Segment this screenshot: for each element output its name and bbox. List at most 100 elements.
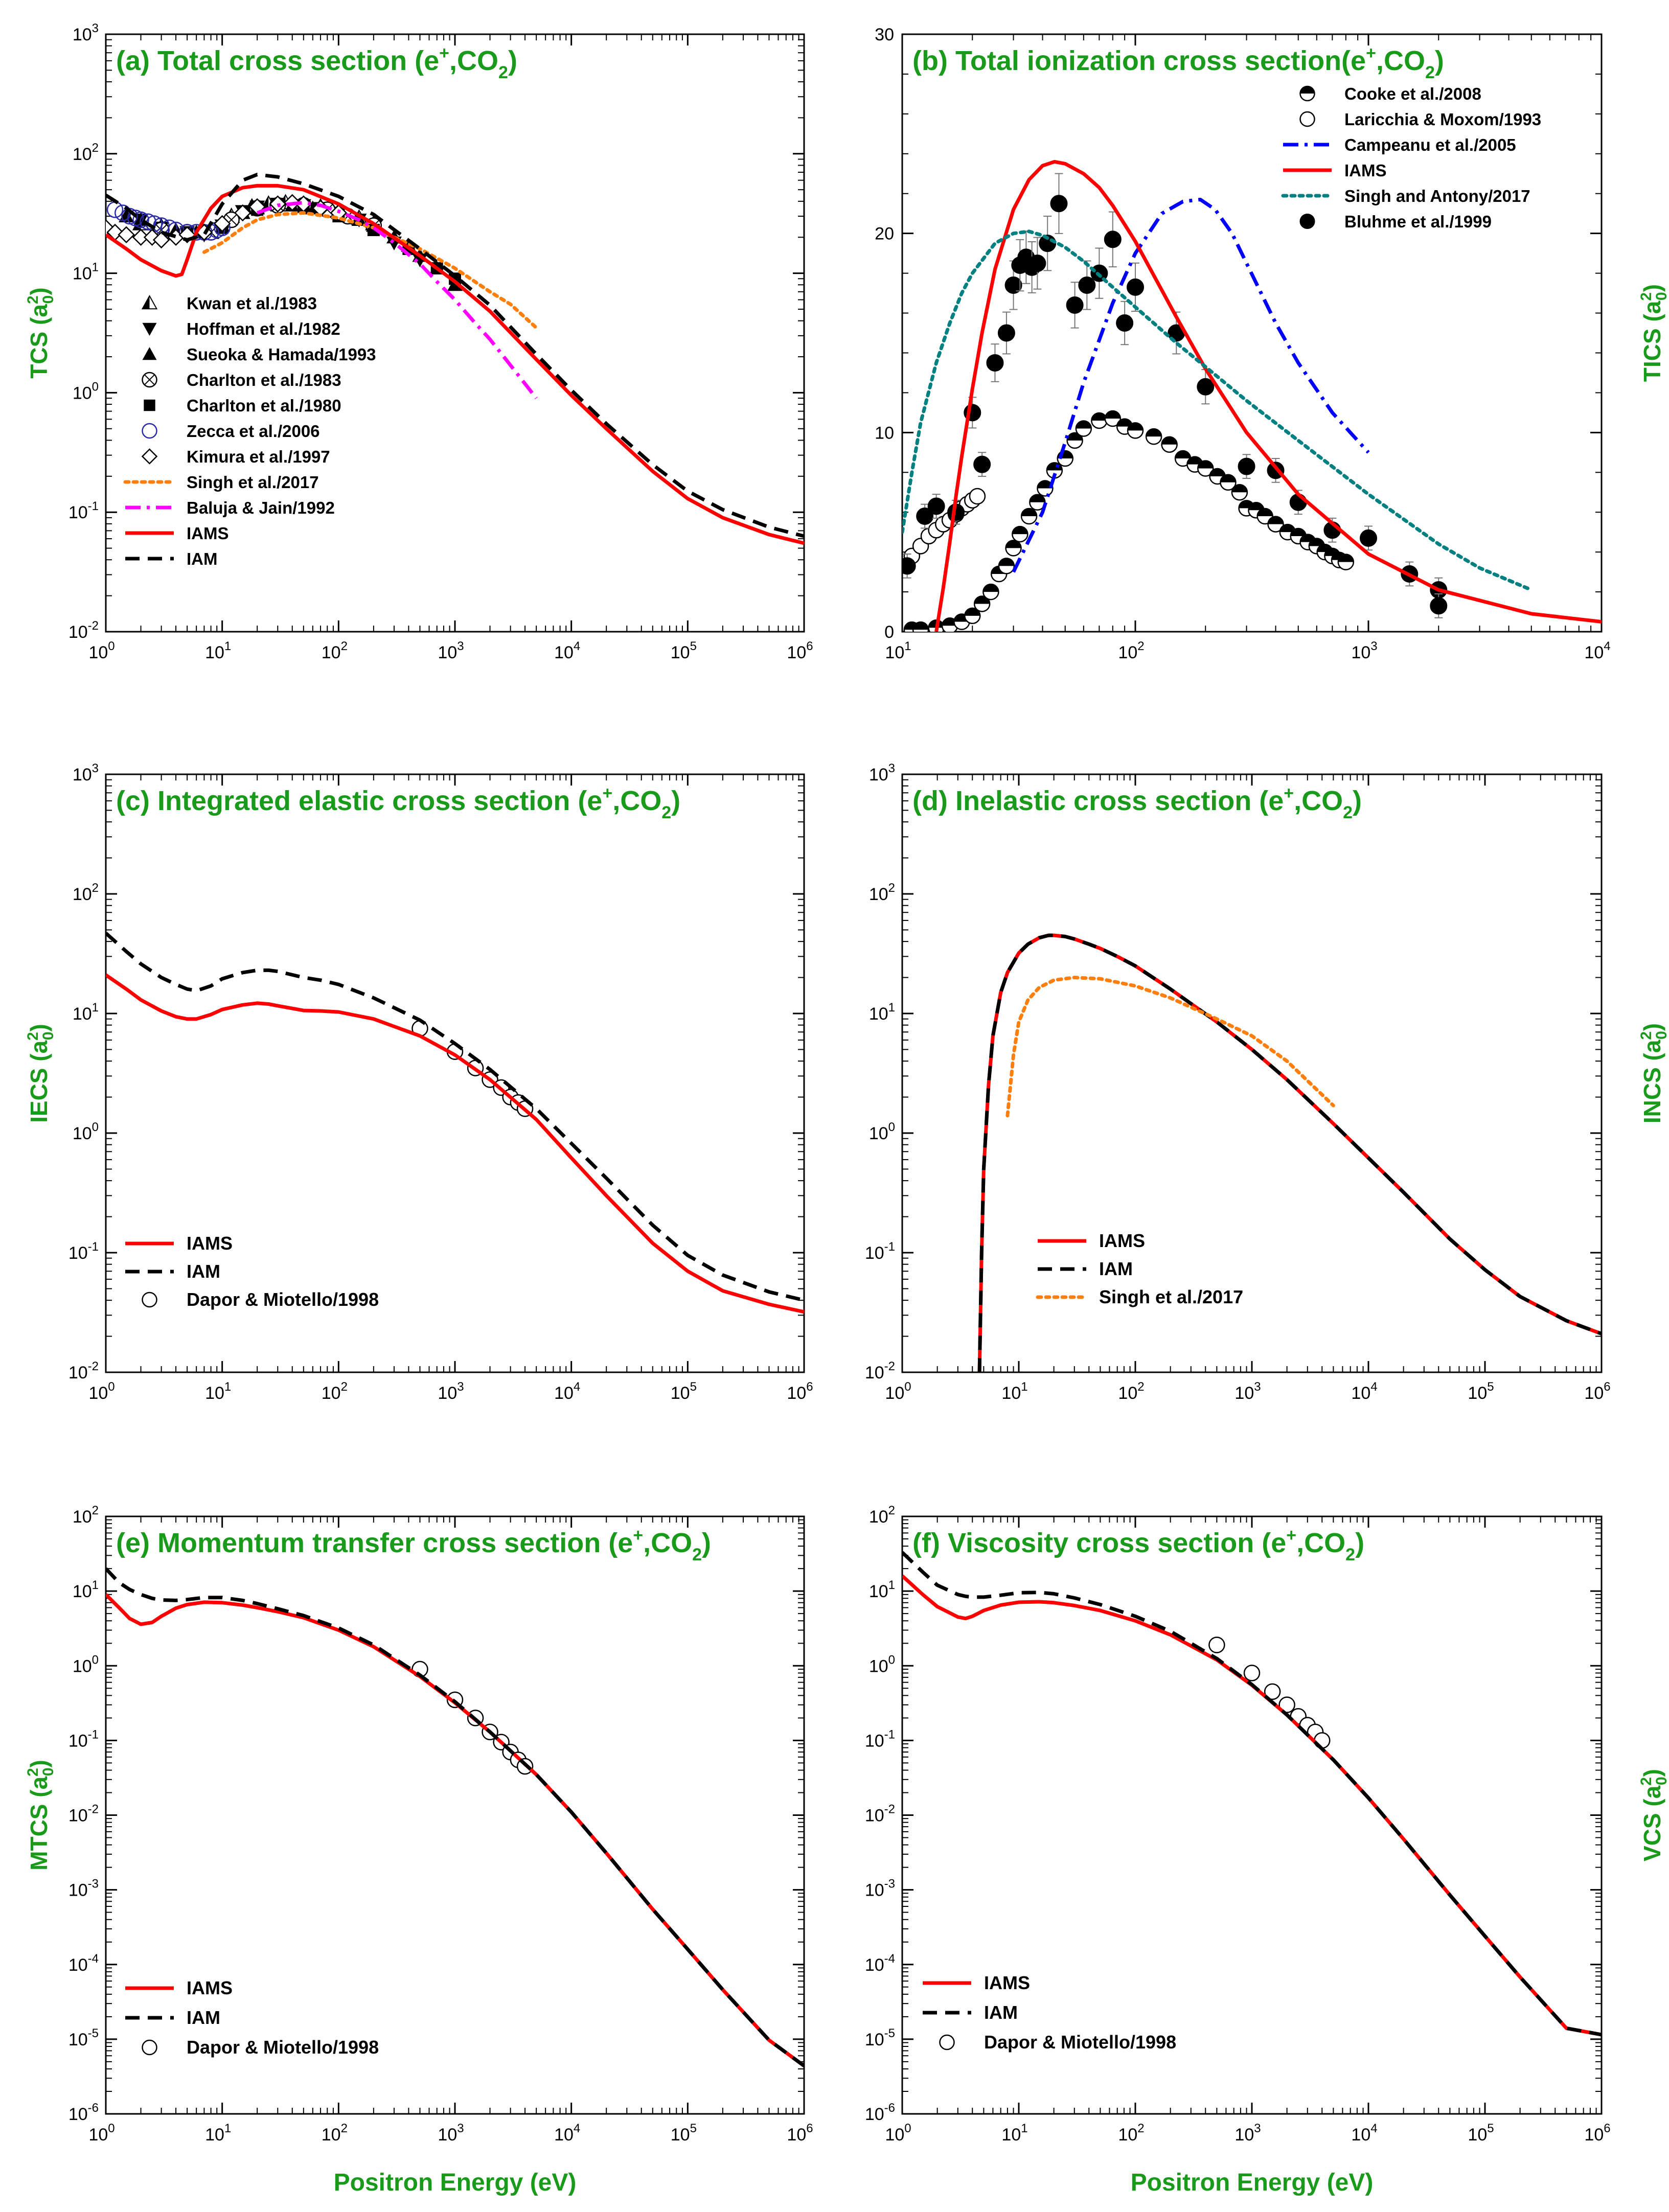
data-point-half (913, 622, 929, 630)
legend-item: IAM (1038, 1258, 1133, 1279)
legend: IAMS IAM Dapor & Miotello/1998 (125, 1233, 379, 1310)
chart-title: (e) Momentum transfer cross section (e+,… (116, 1526, 711, 1564)
data-point (927, 497, 945, 515)
data-point-half (1091, 412, 1107, 421)
y-tick-label: 100 (73, 1653, 99, 1676)
series-cooke-et-al-2008 (903, 410, 1355, 632)
data-point (1050, 195, 1068, 213)
data-point-half (1248, 502, 1264, 511)
y-axis-label: TICS (a20) (1638, 284, 1669, 382)
series-iam (106, 932, 804, 1302)
data-point-half (1161, 436, 1177, 445)
data-point-half (1220, 474, 1236, 482)
data-point-half (1175, 450, 1191, 458)
series-iams (934, 159, 1602, 632)
y-tick-label: 10-2 (68, 1803, 99, 1826)
axes-frame (901, 33, 1603, 633)
legend-label: Baluja & Jain/1992 (187, 498, 335, 517)
legend-item: Baluja & Jain/1992 (125, 498, 335, 517)
series-line (202, 211, 538, 330)
legend-item: IAMS (1283, 161, 1387, 180)
legend-item: Bluhme et al./1999 (1299, 212, 1492, 231)
legend-item: Campeanu et al./2005 (1283, 135, 1516, 154)
y-axis-label: IECS (a20) (25, 1024, 57, 1123)
x-tick-label: 100 (88, 1380, 115, 1403)
legend-label: Kwan et al./1983 (187, 294, 317, 313)
legend: IAMS IAM Dapor & Miotello/1998 (923, 1972, 1176, 2053)
series-singh-et-al-2017 (202, 211, 538, 330)
plot-area (977, 933, 1602, 1372)
y-tick-label: 101 (869, 1578, 895, 1601)
legend-label: IAM (187, 1261, 220, 1282)
data-point (1238, 457, 1255, 475)
x-tick-label: 101 (205, 1380, 231, 1403)
data-point (141, 448, 158, 465)
y-tick-label: 101 (73, 1001, 99, 1024)
y-tick-label: 10-5 (68, 2026, 99, 2049)
data-point (118, 226, 135, 244)
data-point-half (983, 584, 999, 592)
x-tick-label: 100 (88, 639, 115, 662)
y-tick-label: 10 (875, 423, 894, 443)
x-tick-label: 104 (554, 639, 580, 662)
data-point-half (1257, 508, 1273, 516)
x-tick-label: 104 (554, 2122, 580, 2145)
y-tick-label: 10-3 (68, 1877, 99, 1900)
legend-item: IAM (125, 549, 218, 568)
legend-label: Dapor & Miotello/1998 (984, 2032, 1176, 2053)
series-line (106, 183, 804, 545)
data-point (132, 228, 150, 246)
x-tick-label: 106 (1584, 1380, 1610, 1403)
y-tick-label: 10-5 (865, 2026, 895, 2049)
y-tick-label: 10-1 (68, 1727, 99, 1750)
legend-item: Laricchia & Moxom/1993 (1299, 110, 1541, 129)
x-tick-label: 103 (438, 1380, 464, 1403)
series-iam (977, 933, 1602, 1372)
x-tick-label: 106 (787, 2122, 813, 2145)
data-point (1116, 314, 1134, 332)
legend-label: Singh et al./2017 (1099, 1286, 1243, 1307)
y-tick-label: 102 (73, 1504, 99, 1527)
x-tick-label: 106 (1584, 2122, 1610, 2145)
x-tick-label: 104 (1351, 1380, 1377, 1403)
series-line (106, 173, 804, 538)
x-tick-label: 102 (322, 639, 348, 662)
x-tick-label: 106 (787, 639, 813, 662)
x-tick-label: 105 (671, 639, 697, 662)
data-point (213, 215, 231, 233)
series-line (106, 1567, 804, 2067)
legend-item: Charlton et al./1983 (142, 371, 341, 389)
legend-label: Kimura et al./1997 (187, 447, 330, 466)
x-tick-label: 100 (885, 2122, 911, 2145)
data-point (144, 399, 155, 411)
data-point (1078, 276, 1096, 294)
x-tick-label: 103 (1234, 2122, 1261, 2145)
legend-item: Sueoka & Hamada/1993 (142, 345, 376, 364)
legend-item: Singh and Antony/2017 (1281, 187, 1530, 205)
data-point-half (1309, 538, 1324, 546)
series-line (256, 200, 538, 400)
y-tick-label: 10-3 (865, 1877, 895, 1900)
y-tick-label: 10-2 (865, 1360, 895, 1382)
data-point-half (1030, 494, 1045, 502)
legend-label: IAMS (187, 524, 229, 543)
legend-item: IAMS (125, 1233, 233, 1254)
y-tick-label: 102 (73, 881, 99, 904)
data-point-half (1117, 419, 1133, 427)
series-line (977, 933, 1602, 1372)
data-point (986, 354, 1004, 372)
y-tick-label: 10-2 (68, 1360, 99, 1382)
data-point-half (1198, 460, 1214, 469)
series-iams (106, 1593, 804, 2067)
legend-label: Singh et al./2017 (187, 473, 319, 492)
x-tick-label: 104 (554, 1380, 580, 1403)
data-point (142, 2039, 157, 2056)
series-campeanu-et-al-2005 (1012, 197, 1370, 573)
y-tick-label: 20 (875, 224, 894, 244)
series-line (902, 229, 1534, 592)
chart-c: 100 101 102 103 104 105 106 10-2 10-1 100 101 102 10… (25, 762, 813, 1403)
data-point (234, 204, 252, 222)
legend-label: IAM (1099, 1258, 1133, 1279)
y-tick-label: 10-4 (68, 1952, 99, 1975)
